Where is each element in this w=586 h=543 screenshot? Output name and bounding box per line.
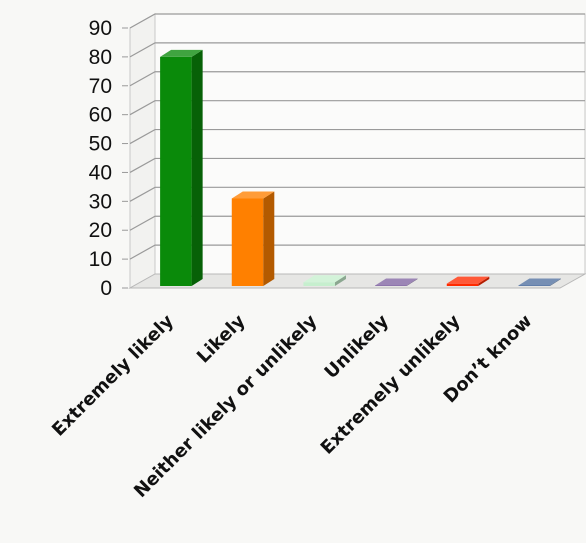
bar-side xyxy=(334,275,346,286)
y-tick-label: 30 xyxy=(89,190,112,213)
bar-top xyxy=(518,278,561,286)
bar xyxy=(231,191,275,286)
gridline xyxy=(129,42,585,58)
bar-top xyxy=(231,191,275,199)
bar-side xyxy=(549,278,561,286)
gridline xyxy=(129,244,585,260)
x-tick-label: Likely xyxy=(193,311,250,368)
bar-side xyxy=(191,49,203,287)
bar-front xyxy=(160,56,192,287)
gridline xyxy=(129,215,585,231)
bar-front xyxy=(446,283,479,286)
y-tick-label: 20 xyxy=(89,219,112,242)
x-tick-label: Unlikely xyxy=(321,311,394,384)
gridline xyxy=(129,100,585,116)
y-tick-label: 80 xyxy=(89,46,112,69)
y-tick-label: 70 xyxy=(89,75,112,98)
bar-top xyxy=(303,275,346,283)
gridline xyxy=(129,157,585,173)
bar-side xyxy=(406,278,418,286)
bar-front xyxy=(375,285,407,286)
x-tick-label: Extremely likely xyxy=(48,311,178,441)
back-wall xyxy=(154,13,586,275)
bar xyxy=(160,49,203,287)
gridline xyxy=(129,13,585,29)
y-tick-label: 40 xyxy=(89,161,112,184)
bar xyxy=(518,278,561,286)
gridline xyxy=(129,186,585,202)
bar-front xyxy=(303,282,335,286)
bar-side xyxy=(478,276,490,286)
y-tick-label: 60 xyxy=(89,104,112,127)
bar-top xyxy=(375,278,418,286)
bar-front xyxy=(518,285,550,286)
y-tick-label: 50 xyxy=(89,133,112,156)
y-tick-label: 90 xyxy=(89,17,112,40)
bars xyxy=(160,49,561,287)
bar-top xyxy=(446,276,490,284)
bar-front xyxy=(231,198,264,286)
x-tick-label: Extremely unlikely xyxy=(317,310,465,458)
gridlines xyxy=(129,13,585,260)
bar xyxy=(446,276,490,286)
bar-side xyxy=(263,191,275,286)
y-axis-ticks: 0 10 20 30 40 50 60 70 80 90 xyxy=(89,17,128,300)
bar xyxy=(303,275,346,286)
gridline xyxy=(129,71,585,87)
bar-top xyxy=(160,49,203,57)
y-tick-label: 10 xyxy=(89,248,112,271)
y-tick-label: 0 xyxy=(100,277,112,300)
gridline xyxy=(129,128,585,145)
bar xyxy=(375,278,418,286)
